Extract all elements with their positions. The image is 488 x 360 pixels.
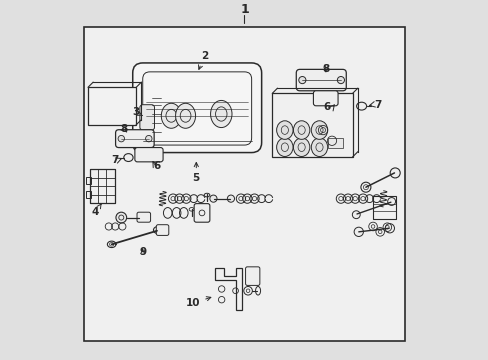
Ellipse shape [276, 138, 292, 157]
FancyBboxPatch shape [296, 69, 346, 91]
Ellipse shape [210, 100, 231, 127]
Ellipse shape [227, 195, 234, 202]
Ellipse shape [360, 182, 370, 192]
FancyBboxPatch shape [313, 91, 337, 106]
Ellipse shape [311, 121, 327, 139]
Ellipse shape [203, 193, 209, 197]
Ellipse shape [387, 198, 395, 206]
Text: 10: 10 [185, 297, 210, 308]
Bar [86, 192, 90, 198]
Text: 7: 7 [111, 155, 119, 165]
Text: 5: 5 [192, 162, 200, 183]
Text: 2: 2 [198, 51, 208, 69]
Ellipse shape [337, 77, 344, 84]
Ellipse shape [116, 212, 126, 223]
Bar [83, 27, 405, 341]
Text: 9: 9 [139, 247, 146, 257]
FancyBboxPatch shape [137, 212, 150, 222]
Text: 8: 8 [120, 124, 127, 134]
Ellipse shape [311, 138, 327, 157]
Text: 4: 4 [92, 204, 101, 217]
Text: 6: 6 [153, 161, 161, 171]
Ellipse shape [293, 138, 309, 157]
Ellipse shape [118, 135, 124, 142]
Ellipse shape [293, 121, 309, 139]
Ellipse shape [189, 208, 194, 211]
FancyBboxPatch shape [156, 225, 168, 235]
Ellipse shape [356, 102, 366, 110]
Ellipse shape [161, 103, 181, 128]
Bar [328, 138, 342, 148]
FancyBboxPatch shape [245, 267, 259, 285]
Bar [88, 87, 136, 125]
Ellipse shape [153, 226, 163, 234]
FancyBboxPatch shape [140, 105, 154, 130]
Ellipse shape [123, 154, 133, 162]
Bar [90, 169, 114, 203]
Ellipse shape [389, 168, 399, 178]
FancyBboxPatch shape [194, 204, 209, 222]
Ellipse shape [353, 227, 363, 237]
Ellipse shape [276, 121, 292, 139]
Text: 8: 8 [322, 64, 329, 74]
Text: 1: 1 [240, 3, 248, 16]
Bar [86, 177, 90, 184]
Ellipse shape [175, 103, 195, 128]
Ellipse shape [385, 224, 394, 233]
FancyBboxPatch shape [132, 63, 261, 153]
Text: 6: 6 [323, 102, 329, 112]
Ellipse shape [352, 211, 360, 219]
Ellipse shape [244, 287, 252, 295]
Polygon shape [215, 267, 242, 310]
Ellipse shape [145, 135, 152, 142]
Ellipse shape [209, 195, 217, 202]
Ellipse shape [298, 77, 305, 84]
Text: 7: 7 [373, 100, 380, 110]
Text: 3: 3 [132, 107, 142, 117]
Bar [372, 196, 395, 219]
FancyBboxPatch shape [135, 148, 163, 162]
Bar [272, 93, 352, 157]
FancyBboxPatch shape [115, 130, 154, 148]
